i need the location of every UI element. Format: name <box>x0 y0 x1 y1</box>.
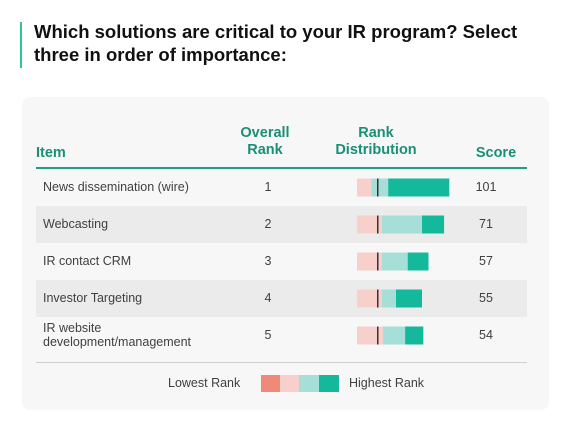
page-title: Which solutions are critical to your IR … <box>34 21 518 65</box>
table-row: IR website development/management 5 54 <box>36 317 527 354</box>
table-bottom-divider <box>36 362 527 363</box>
title-accent-bar <box>20 22 22 68</box>
row-overall-rank: 2 <box>264 217 272 231</box>
header-score: Score <box>475 145 517 161</box>
legend-swatch-highest <box>319 375 339 392</box>
row-item-name: News dissemination (wire) <box>43 180 189 194</box>
table-row: IR contact CRM 3 57 <box>36 243 527 280</box>
header-rank-distribution: Rank Distribution <box>335 125 417 158</box>
table-row: Investor Targeting 4 55 <box>36 280 527 317</box>
table-card <box>22 97 549 410</box>
row-overall-rank: 3 <box>264 254 272 268</box>
row-score: 57 <box>479 254 493 268</box>
row-item-name: IR contact CRM <box>43 254 132 268</box>
row-overall-rank: 4 <box>264 291 272 305</box>
legend-swatch-lowest <box>261 375 280 392</box>
header-divider <box>36 167 527 169</box>
row-item-name: IR website development/management <box>43 321 192 349</box>
row-item-name: Webcasting <box>43 217 109 231</box>
header-overall-rank: Overall Rank <box>240 125 290 158</box>
legend-swatch-high <box>299 375 319 392</box>
legend-lowest-label: Lowest Rank <box>168 376 241 390</box>
table-row: Webcasting 2 71 <box>36 206 527 243</box>
header-item: Item <box>36 145 66 161</box>
legend-swatch-low <box>280 375 299 392</box>
row-item-name: Investor Targeting <box>43 291 143 305</box>
row-overall-rank: 1 <box>264 180 272 194</box>
row-score: 71 <box>479 217 493 231</box>
legend-highest-label: Highest Rank <box>349 376 425 390</box>
row-score: 54 <box>479 328 493 342</box>
table-row: News dissemination (wire) 1 101 <box>36 169 527 206</box>
row-score: 101 <box>475 180 497 194</box>
legend-swatch <box>261 375 339 392</box>
row-score: 55 <box>479 291 493 305</box>
row-overall-rank: 5 <box>264 328 272 342</box>
